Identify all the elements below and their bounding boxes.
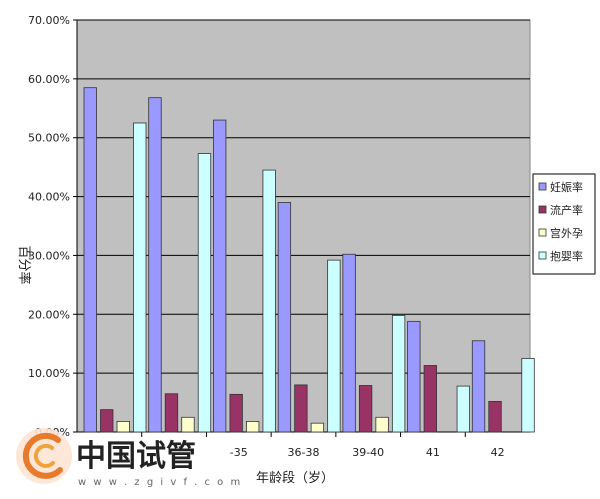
bar (197, 153, 212, 433)
bar (327, 259, 341, 433)
bar (294, 384, 308, 433)
legend-swatch (538, 251, 547, 260)
x-tick-label: 42 (491, 446, 505, 459)
y-tick-label: 40.00% (28, 191, 70, 204)
bar (391, 315, 406, 433)
bar (133, 122, 147, 433)
x-tick-label: -35 (230, 446, 248, 459)
bar (277, 202, 292, 433)
y-tick-label: 60.00% (28, 73, 70, 86)
legend-label: 妊娠率 (550, 180, 583, 194)
bar (358, 385, 373, 433)
x-axis-title: 年龄段（岁） (256, 471, 334, 486)
watermark-logo: 中国试管 w w w . z g i v f . c o m (16, 428, 242, 488)
bar (456, 385, 470, 433)
bar (310, 422, 325, 433)
bar (262, 169, 276, 433)
y-tick-label: 10.00% (28, 367, 70, 380)
bar (181, 416, 195, 433)
logo-inner-arc-icon (33, 443, 55, 468)
x-tick-label: 36-38 (288, 446, 320, 459)
bar (342, 253, 356, 433)
legend-swatch (538, 182, 547, 191)
logo-arc-icon (22, 432, 63, 479)
bar (100, 409, 114, 433)
bar (375, 416, 389, 433)
bar (246, 421, 260, 433)
bar (423, 365, 437, 433)
legend-label: 宫外孕 (550, 226, 583, 240)
bar (83, 87, 97, 433)
legend-label: 抱婴率 (550, 249, 583, 263)
bar (213, 119, 227, 433)
bar (488, 400, 502, 433)
bar (229, 393, 243, 433)
y-tick-label: 70.00% (28, 14, 70, 27)
y-tick-label: 20.00% (28, 308, 70, 321)
bar (116, 421, 130, 433)
legend-label: 流产率 (550, 203, 583, 217)
bar (521, 358, 535, 433)
bar (471, 340, 486, 433)
x-tick-label: 39-40 (352, 446, 384, 459)
bar (164, 393, 179, 433)
x-tick-label: 41 (426, 446, 440, 459)
y-tick-label: 30.00% (28, 249, 70, 262)
y-axis-title: 百分率 (16, 245, 32, 284)
legend-swatch (538, 205, 547, 214)
bar (407, 320, 421, 433)
watermark-url: w w w . z g i v f . c o m (78, 477, 242, 488)
legend-swatch (538, 228, 547, 237)
bar (148, 97, 162, 433)
watermark-text: 中国试管 (76, 439, 196, 474)
y-tick-label: 50.00% (28, 132, 70, 145)
